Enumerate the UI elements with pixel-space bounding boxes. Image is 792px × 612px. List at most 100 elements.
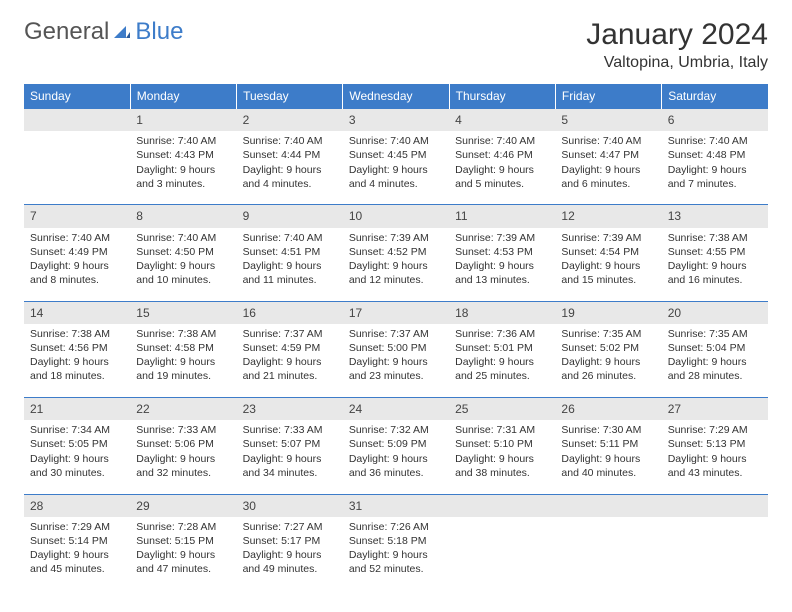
detail-line: Sunrise: 7:37 AM [349, 327, 443, 341]
detail-line: Sunrise: 7:39 AM [561, 231, 655, 245]
detail-line: and 3 minutes. [136, 177, 230, 191]
weekday-header: Sunday [24, 84, 130, 109]
weekday-header: Saturday [662, 84, 768, 109]
detail-line: Daylight: 9 hours [349, 355, 443, 369]
day-number-cell: 13 [662, 205, 768, 228]
daynum-row: 78910111213 [24, 205, 768, 228]
detail-line: Sunrise: 7:32 AM [349, 423, 443, 437]
detail-line: and 36 minutes. [349, 466, 443, 480]
detail-line: and 10 minutes. [136, 273, 230, 287]
detail-line: Daylight: 9 hours [455, 259, 549, 273]
detail-line: and 8 minutes. [30, 273, 124, 287]
day-detail-cell: Sunrise: 7:40 AMSunset: 4:46 PMDaylight:… [449, 131, 555, 201]
detail-line: Sunset: 5:09 PM [349, 437, 443, 451]
detail-line: Sunset: 4:47 PM [561, 148, 655, 162]
day-detail-cell [555, 517, 661, 587]
day-number-cell: 15 [130, 301, 236, 324]
detail-line: Sunrise: 7:33 AM [243, 423, 337, 437]
day-number-cell: 2 [237, 109, 343, 132]
detail-line: Daylight: 9 hours [349, 452, 443, 466]
detail-line: Sunrise: 7:34 AM [30, 423, 124, 437]
detail-line: Sunset: 5:01 PM [455, 341, 549, 355]
detail-line: Sunset: 4:58 PM [136, 341, 230, 355]
day-detail-cell: Sunrise: 7:26 AMSunset: 5:18 PMDaylight:… [343, 517, 449, 587]
day-detail-cell: Sunrise: 7:40 AMSunset: 4:48 PMDaylight:… [662, 131, 768, 201]
detail-line: Daylight: 9 hours [668, 259, 762, 273]
detail-line: Sunrise: 7:30 AM [561, 423, 655, 437]
detail-line: Daylight: 9 hours [455, 163, 549, 177]
detail-line: Sunset: 4:48 PM [668, 148, 762, 162]
detail-row: Sunrise: 7:38 AMSunset: 4:56 PMDaylight:… [24, 324, 768, 394]
detail-line: and 5 minutes. [455, 177, 549, 191]
detail-line: Daylight: 9 hours [668, 163, 762, 177]
day-detail-cell: Sunrise: 7:40 AMSunset: 4:43 PMDaylight:… [130, 131, 236, 201]
detail-line: Sunrise: 7:27 AM [243, 520, 337, 534]
detail-line: and 6 minutes. [561, 177, 655, 191]
day-detail-cell: Sunrise: 7:40 AMSunset: 4:47 PMDaylight:… [555, 131, 661, 201]
detail-line: Sunset: 5:13 PM [668, 437, 762, 451]
detail-line: Sunrise: 7:35 AM [561, 327, 655, 341]
detail-line: and 11 minutes. [243, 273, 337, 287]
detail-line: Daylight: 9 hours [349, 548, 443, 562]
day-number-cell [662, 494, 768, 517]
day-detail-cell: Sunrise: 7:40 AMSunset: 4:49 PMDaylight:… [24, 228, 130, 298]
detail-line: Daylight: 9 hours [243, 355, 337, 369]
detail-line: Sunrise: 7:40 AM [455, 134, 549, 148]
detail-line: Daylight: 9 hours [136, 355, 230, 369]
detail-line: Daylight: 9 hours [136, 163, 230, 177]
detail-line: and 32 minutes. [136, 466, 230, 480]
logo-blue: Blue [135, 18, 183, 46]
day-detail-cell: Sunrise: 7:35 AMSunset: 5:02 PMDaylight:… [555, 324, 661, 394]
day-number-cell: 18 [449, 301, 555, 324]
day-detail-cell: Sunrise: 7:38 AMSunset: 4:55 PMDaylight:… [662, 228, 768, 298]
detail-line: Daylight: 9 hours [136, 548, 230, 562]
detail-line: and 30 minutes. [30, 466, 124, 480]
day-number-cell: 19 [555, 301, 661, 324]
detail-line: Sunset: 4:55 PM [668, 245, 762, 259]
detail-line: and 13 minutes. [455, 273, 549, 287]
daynum-row: 123456 [24, 109, 768, 132]
detail-line: Daylight: 9 hours [136, 259, 230, 273]
detail-line: Daylight: 9 hours [455, 355, 549, 369]
day-number-cell: 20 [662, 301, 768, 324]
day-number-cell: 21 [24, 398, 130, 421]
calendar-table: SundayMondayTuesdayWednesdayThursdayFrid… [24, 84, 768, 590]
day-number-cell: 24 [343, 398, 449, 421]
day-number-cell: 6 [662, 109, 768, 132]
detail-line: Daylight: 9 hours [243, 163, 337, 177]
day-detail-cell: Sunrise: 7:31 AMSunset: 5:10 PMDaylight:… [449, 420, 555, 490]
detail-line: Daylight: 9 hours [561, 259, 655, 273]
detail-line: Daylight: 9 hours [561, 163, 655, 177]
detail-line: Daylight: 9 hours [561, 452, 655, 466]
day-number-cell: 7 [24, 205, 130, 228]
day-detail-cell: Sunrise: 7:36 AMSunset: 5:01 PMDaylight:… [449, 324, 555, 394]
weekday-header: Tuesday [237, 84, 343, 109]
detail-line: Daylight: 9 hours [243, 548, 337, 562]
detail-line: Sunset: 5:02 PM [561, 341, 655, 355]
weekday-header: Thursday [449, 84, 555, 109]
weekday-header: Friday [555, 84, 661, 109]
detail-line: Sunrise: 7:31 AM [455, 423, 549, 437]
detail-line: Daylight: 9 hours [30, 548, 124, 562]
day-detail-cell: Sunrise: 7:38 AMSunset: 4:58 PMDaylight:… [130, 324, 236, 394]
day-detail-cell: Sunrise: 7:30 AMSunset: 5:11 PMDaylight:… [555, 420, 661, 490]
day-detail-cell: Sunrise: 7:40 AMSunset: 4:50 PMDaylight:… [130, 228, 236, 298]
day-detail-cell: Sunrise: 7:39 AMSunset: 4:52 PMDaylight:… [343, 228, 449, 298]
detail-row: Sunrise: 7:29 AMSunset: 5:14 PMDaylight:… [24, 517, 768, 587]
detail-line: and 4 minutes. [243, 177, 337, 191]
detail-line: Sunset: 4:56 PM [30, 341, 124, 355]
detail-line: Sunset: 4:50 PM [136, 245, 230, 259]
detail-line: and 52 minutes. [349, 562, 443, 576]
day-detail-cell: Sunrise: 7:39 AMSunset: 4:53 PMDaylight:… [449, 228, 555, 298]
detail-line: Sunrise: 7:40 AM [243, 231, 337, 245]
day-detail-cell: Sunrise: 7:33 AMSunset: 5:06 PMDaylight:… [130, 420, 236, 490]
detail-line: Sunrise: 7:40 AM [136, 231, 230, 245]
detail-line: Sunrise: 7:29 AM [30, 520, 124, 534]
weekday-header: Wednesday [343, 84, 449, 109]
day-number-cell: 12 [555, 205, 661, 228]
title-block: January 2024 Valtopina, Umbria, Italy [586, 18, 768, 72]
spacer-row [24, 586, 768, 590]
detail-line: Sunrise: 7:28 AM [136, 520, 230, 534]
detail-line: Sunset: 4:44 PM [243, 148, 337, 162]
day-detail-cell: Sunrise: 7:33 AMSunset: 5:07 PMDaylight:… [237, 420, 343, 490]
